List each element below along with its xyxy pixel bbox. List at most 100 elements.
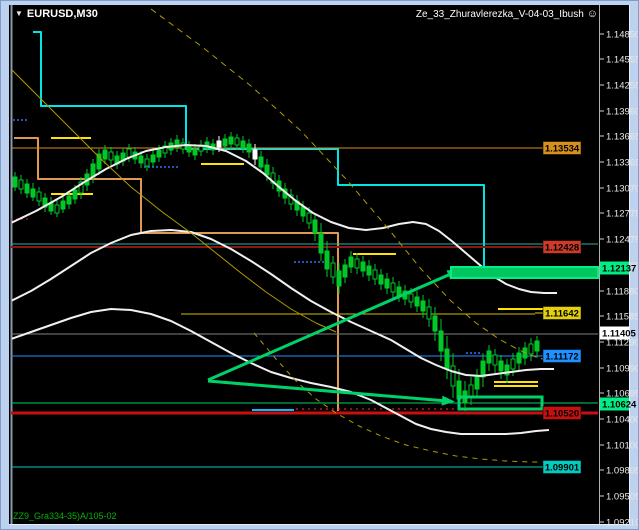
indicator-footer-label: ZZ9_Gra334-35)A/105-02	[13, 511, 117, 521]
svg-text:1.13534: 1.13534	[545, 144, 580, 155]
svg-text:1.10100: 1.10100	[606, 441, 639, 452]
candle	[312, 213, 318, 241]
candle	[492, 349, 498, 373]
target-band	[450, 266, 599, 279]
candle	[516, 347, 522, 370]
candle	[324, 241, 330, 277]
candle	[366, 260, 372, 281]
price-axis-layer: 1.14850 1.14555 1.14255 1.13960 1.13665 1.133…	[600, 30, 639, 529]
svg-text:1.13365: 1.13365	[606, 158, 639, 169]
indicator-title: Ze_33_Zhuravlerezka_V-04-03_Ibush ☺	[416, 8, 598, 21]
candle	[102, 145, 108, 164]
svg-text:1.13070: 1.13070	[606, 184, 639, 195]
svg-text:1.12137: 1.12137	[602, 264, 636, 275]
candle	[174, 135, 180, 152]
candle	[78, 177, 84, 199]
candle	[150, 150, 156, 167]
candle	[348, 251, 354, 273]
svg-text:1.13665: 1.13665	[606, 132, 639, 143]
axis-price-label	[600, 397, 629, 411]
svg-text:1.12475: 1.12475	[606, 235, 639, 246]
svg-text:1.11290: 1.11290	[606, 338, 639, 349]
price-level-label	[542, 349, 582, 363]
candle	[66, 191, 72, 209]
candle	[258, 151, 264, 173]
indicator-title-label: Ze_33_Zhuravlerezka_V-04-03_Ibush	[415, 9, 584, 20]
svg-text:1.14850: 1.14850	[606, 30, 639, 41]
candles-layer	[12, 132, 540, 411]
candle	[486, 345, 492, 371]
candle	[162, 141, 168, 158]
price-level-label	[542, 141, 582, 155]
candle	[342, 259, 348, 283]
trend-layer	[207, 266, 599, 411]
side-labels-layer: 1.13534 1.12428 1.11642 1.11172 1.10520 1.099…	[535, 141, 582, 474]
price-level-label	[542, 240, 582, 254]
candle	[378, 269, 384, 290]
candle	[498, 355, 504, 379]
svg-text:1.09505: 1.09505	[606, 492, 639, 503]
candle	[384, 273, 390, 294]
candle	[474, 369, 480, 397]
price-level-label	[542, 306, 582, 320]
axis-price-label	[600, 261, 629, 275]
candle	[528, 338, 534, 361]
svg-text:1.10520: 1.10520	[545, 409, 579, 420]
candle	[18, 175, 24, 194]
candle	[330, 256, 336, 284]
svg-text:1.10695: 1.10695	[606, 389, 639, 400]
symbol-timeframe-label: EURUSD,M30	[26, 8, 98, 20]
svg-text:1.09805: 1.09805	[606, 466, 639, 477]
candle	[12, 172, 18, 191]
candle	[336, 263, 342, 294]
candle	[372, 264, 378, 285]
step-lines-layer	[14, 31, 485, 411]
candle	[504, 359, 510, 383]
svg-text:1.09210: 1.09210	[606, 518, 639, 529]
svg-text:1.11172: 1.11172	[545, 352, 578, 363]
candle	[36, 187, 42, 206]
candle	[360, 256, 366, 277]
candle	[354, 253, 360, 274]
svg-text:1.12775: 1.12775	[606, 209, 639, 220]
candle	[228, 132, 234, 149]
smiley-icon: ☺	[586, 8, 598, 20]
candle	[480, 353, 486, 387]
candle	[450, 353, 456, 398]
candle	[246, 139, 252, 158]
candle	[534, 336, 540, 358]
candle	[234, 134, 240, 150]
price-level-label	[542, 460, 582, 474]
svg-text:1.14255: 1.14255	[606, 81, 639, 92]
price-level-label	[542, 406, 582, 420]
svg-text:1.10990: 1.10990	[606, 364, 639, 375]
candle	[240, 136, 246, 153]
consolidation-box	[457, 395, 544, 411]
candle	[222, 134, 228, 151]
symbol-dropdown-icon[interactable]: ▼	[15, 9, 23, 18]
candle	[24, 179, 30, 198]
candle	[438, 319, 444, 361]
svg-text:1.10400: 1.10400	[606, 415, 639, 426]
candle	[432, 307, 438, 341]
candle	[30, 183, 36, 201]
candle	[426, 299, 432, 327]
svg-text:1.13960: 1.13960	[606, 107, 639, 118]
candle	[108, 147, 114, 165]
candle	[192, 144, 198, 160]
svg-text:1.11585: 1.11585	[606, 312, 639, 323]
svg-text:1.12428: 1.12428	[545, 243, 579, 254]
candle	[420, 295, 426, 318]
candle	[252, 144, 258, 165]
candle	[414, 291, 420, 312]
axis-price-label	[600, 326, 629, 340]
svg-text:1.11405: 1.11405	[602, 329, 637, 340]
candle	[318, 223, 324, 261]
candle	[390, 277, 396, 298]
svg-text:1.14555: 1.14555	[606, 55, 639, 66]
svg-text:1.10624: 1.10624	[602, 400, 637, 411]
candle	[144, 154, 150, 171]
